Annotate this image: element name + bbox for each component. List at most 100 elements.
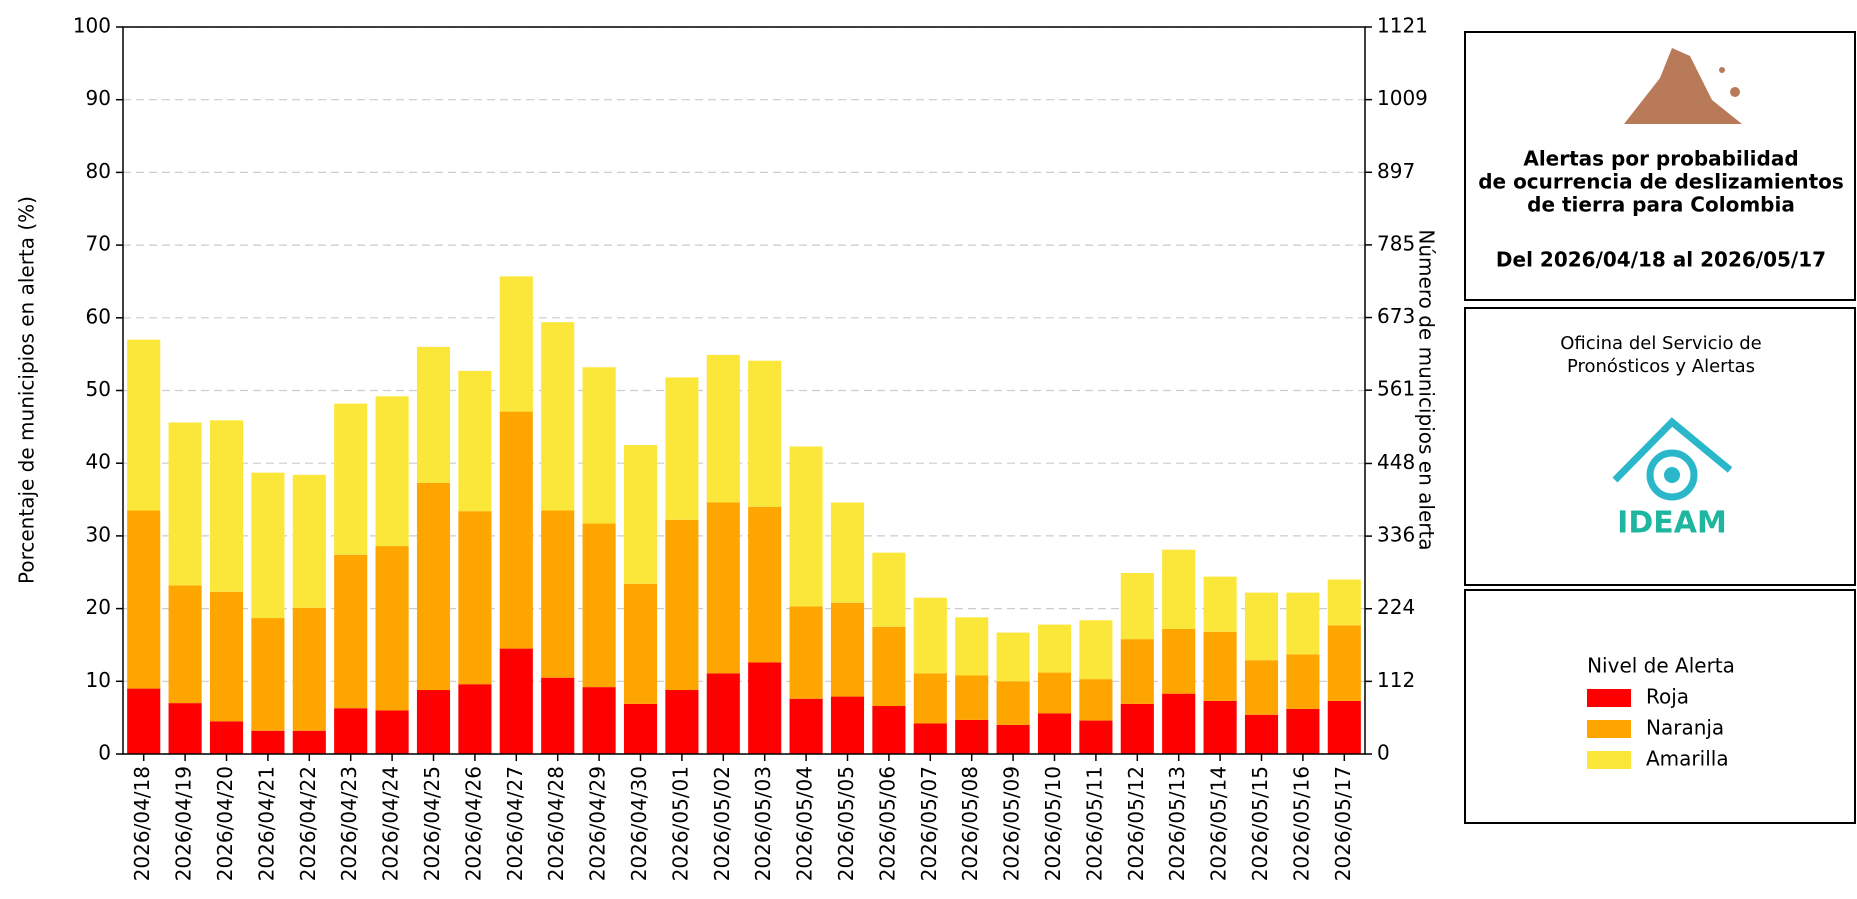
y-tick-label: 10 <box>86 668 111 692</box>
bar-segment <box>623 583 658 704</box>
bar-segment <box>1203 700 1237 754</box>
y-tick-label: 40 <box>86 450 111 474</box>
x-tick-label: 2026/05/11 <box>1082 766 1106 881</box>
bar-segment <box>872 626 906 707</box>
bar-segment <box>499 276 533 412</box>
bar-segment <box>1120 639 1154 704</box>
bar-segment <box>1286 654 1320 709</box>
bar-segment <box>251 618 285 731</box>
bar-segment <box>996 681 1030 725</box>
x-tick-label: 2026/05/06 <box>875 766 899 881</box>
logo-text: IDEAM <box>1617 506 1727 541</box>
bar-segment <box>706 673 740 754</box>
bar-segment <box>830 602 865 697</box>
x-tick-label: 2026/04/29 <box>586 766 610 881</box>
bar-segment <box>1037 713 1072 754</box>
bar-segment <box>872 552 906 627</box>
bar-segment <box>996 632 1030 682</box>
bar-segment <box>1244 660 1279 715</box>
landslide-icon <box>1719 67 1725 73</box>
y2-tick-label: 561 <box>1377 377 1415 401</box>
bar-segment <box>1079 720 1113 754</box>
y-axis-label: Porcentaje de municipios en alerta (%) <box>15 196 39 584</box>
x-tick-label: 2026/05/17 <box>1331 766 1355 881</box>
x-tick-label: 2026/04/30 <box>627 766 651 881</box>
y2-tick-label: 897 <box>1377 159 1415 183</box>
bar-segment <box>375 396 409 547</box>
y-tick-label: 100 <box>73 14 111 38</box>
bar-segment <box>168 422 202 586</box>
date-range: Del 2026/04/18 al 2026/05/17 <box>1496 248 1826 272</box>
plot-frame <box>122 26 1366 755</box>
bar-segment <box>955 617 989 676</box>
x-tick-label: 2026/05/08 <box>958 766 982 881</box>
bar-segment <box>209 591 244 722</box>
x-tick-label: 2026/05/05 <box>834 766 858 881</box>
bar-segment <box>334 708 368 754</box>
x-tick-label: 2026/05/16 <box>1289 766 1313 881</box>
x-tick-label: 2026/05/04 <box>793 766 817 881</box>
y-tick-label: 90 <box>86 86 111 110</box>
bar-segment <box>830 502 865 603</box>
bar-segment <box>375 710 409 754</box>
panel-title: de tierra para Colombia <box>1527 193 1795 217</box>
y2-tick-label: 0 <box>1377 741 1390 765</box>
bar-segment <box>913 597 947 674</box>
side-panel: IDEAM Del 2026/04/18 al 2026/05/17 Nivel… <box>1464 31 1856 824</box>
bar-segment <box>1120 572 1154 640</box>
bar-segment <box>1037 624 1072 673</box>
y2-tick-label: 112 <box>1377 668 1415 692</box>
office-text: Pronósticos y Alertas <box>1567 356 1755 377</box>
bar-segment <box>1037 672 1072 714</box>
bar-segment <box>913 673 947 724</box>
bar-segment <box>665 519 699 691</box>
bar-segment <box>1203 631 1237 701</box>
bar-segment <box>127 510 161 689</box>
legend-label: Naranja <box>1646 716 1724 740</box>
y2-tick-label: 336 <box>1377 523 1415 547</box>
x-tick-label: 2026/04/18 <box>130 766 154 881</box>
bar-segment <box>830 696 865 754</box>
bar-segment <box>872 706 906 754</box>
bar-segment <box>499 648 533 754</box>
office-text: Oficina del Servicio de <box>1560 333 1761 354</box>
y2-axis-label: Número de municipios en alerta <box>1415 229 1439 550</box>
y2-tick-label: 224 <box>1377 595 1415 619</box>
bar-segment <box>1327 625 1361 701</box>
bar-segment <box>1327 700 1361 754</box>
bar-segment <box>541 322 575 511</box>
bar-segment <box>1162 549 1196 629</box>
bar-segment <box>1120 703 1154 754</box>
y-tick-label: 0 <box>98 741 111 765</box>
bar-segment <box>209 420 244 592</box>
x-tick-label: 2026/05/10 <box>1041 766 1065 881</box>
panel-box <box>1464 307 1856 586</box>
bar-segment <box>458 684 492 754</box>
bar-segment <box>1162 628 1196 694</box>
y-tick-label: 60 <box>86 304 111 328</box>
bar-segment <box>1244 592 1279 661</box>
x-tick-label: 2026/04/21 <box>254 766 278 881</box>
bar-segment <box>292 474 326 608</box>
y2-tick-label: 1121 <box>1377 14 1428 38</box>
x-tick-label: 2026/05/14 <box>1207 766 1231 881</box>
ideam-logo <box>1612 417 1733 483</box>
x-tick-label: 2026/04/19 <box>172 766 196 881</box>
x-tick-label: 2026/05/13 <box>1165 766 1189 881</box>
bar-segment <box>582 523 616 688</box>
bar-segment <box>416 346 451 483</box>
bar-segment <box>541 510 575 678</box>
bar-segment <box>706 354 740 503</box>
bar-segment <box>1162 693 1196 754</box>
bar-segment <box>913 723 947 754</box>
bar-segment <box>665 690 699 754</box>
bar-segment <box>1079 679 1113 721</box>
x-tick-label: 2026/04/25 <box>420 766 444 881</box>
bar-segment <box>996 724 1030 754</box>
panel-box <box>1464 31 1856 301</box>
legend-swatch <box>1587 720 1631 738</box>
x-tick-label: 2026/04/23 <box>337 766 361 881</box>
bar-segment <box>458 511 492 685</box>
